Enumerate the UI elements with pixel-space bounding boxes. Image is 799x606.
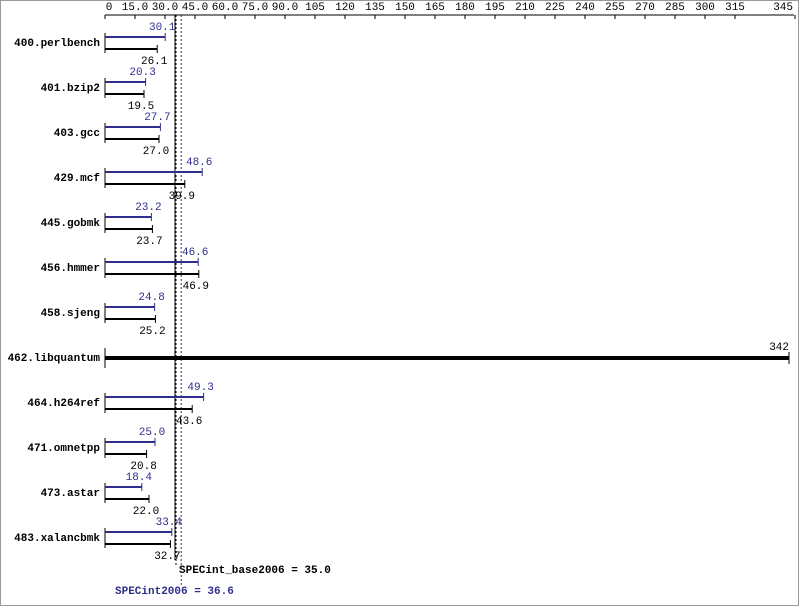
x-tick-label: 105 bbox=[305, 2, 325, 14]
x-tick-label: 30.0 bbox=[152, 2, 178, 14]
value-label: 27.0 bbox=[143, 146, 169, 158]
value-label: 22.0 bbox=[133, 506, 159, 518]
category-label: 403.gcc bbox=[54, 128, 100, 140]
x-tick-label: 150 bbox=[395, 2, 415, 14]
value-label: 25.2 bbox=[139, 326, 165, 338]
value-label: 46.6 bbox=[182, 247, 208, 259]
category-label: 483.xalancbmk bbox=[14, 533, 100, 545]
x-tick-label: 270 bbox=[635, 2, 655, 14]
value-label: 49.3 bbox=[187, 382, 213, 394]
value-label: 24.8 bbox=[138, 292, 164, 304]
value-label: 342 bbox=[769, 342, 789, 354]
value-label: 19.5 bbox=[128, 101, 154, 113]
x-tick-label: 285 bbox=[665, 2, 685, 14]
x-tick-label: 240 bbox=[575, 2, 595, 14]
category-label: 429.mcf bbox=[54, 173, 101, 185]
category-label: 401.bzip2 bbox=[41, 83, 100, 95]
x-tick-label: 120 bbox=[335, 2, 355, 14]
value-label: 27.7 bbox=[144, 112, 170, 124]
value-label: 33.4 bbox=[156, 517, 183, 529]
x-tick-label: 90.0 bbox=[272, 2, 298, 14]
value-label: 46.9 bbox=[183, 281, 209, 293]
x-tick-label: 195 bbox=[485, 2, 505, 14]
x-tick-label: 60.0 bbox=[212, 2, 238, 14]
category-label: 456.hmmer bbox=[41, 263, 100, 275]
x-tick-label: 255 bbox=[605, 2, 625, 14]
x-tick-label: 165 bbox=[425, 2, 445, 14]
value-label: 23.7 bbox=[136, 236, 162, 248]
reference-label: SPECint2006 = 36.6 bbox=[115, 586, 234, 598]
x-tick-label: 345 bbox=[773, 2, 793, 14]
value-label: 20.3 bbox=[129, 67, 155, 79]
reference-label: SPECint_base2006 = 35.0 bbox=[179, 565, 331, 577]
x-tick-label: 15.0 bbox=[122, 2, 148, 14]
x-tick-label: 315 bbox=[725, 2, 745, 14]
category-label: 471.omnetpp bbox=[27, 443, 100, 455]
value-label: 32.7 bbox=[154, 551, 180, 563]
value-label: 48.6 bbox=[186, 157, 212, 169]
x-tick-label: 75.0 bbox=[242, 2, 268, 14]
category-label: 445.gobmk bbox=[41, 218, 101, 230]
x-tick-label: 45.0 bbox=[182, 2, 208, 14]
category-label: 400.perlbench bbox=[14, 38, 100, 50]
category-label: 462.libquantum bbox=[8, 353, 101, 365]
x-tick-label: 135 bbox=[365, 2, 385, 14]
category-label: 464.h264ref bbox=[27, 398, 100, 410]
x-tick-label: 180 bbox=[455, 2, 475, 14]
value-label: 20.8 bbox=[130, 461, 156, 473]
value-label: 39.9 bbox=[169, 191, 195, 203]
x-tick-label: 210 bbox=[515, 2, 535, 14]
value-label: 30.1 bbox=[149, 22, 176, 34]
value-label: 25.0 bbox=[139, 427, 165, 439]
x-tick-label: 0 bbox=[106, 2, 113, 14]
x-tick-label: 225 bbox=[545, 2, 565, 14]
category-label: 473.astar bbox=[41, 488, 100, 500]
value-label: 23.2 bbox=[135, 202, 161, 214]
x-tick-label: 300 bbox=[695, 2, 715, 14]
value-label: 26.1 bbox=[141, 56, 168, 68]
value-label: 18.4 bbox=[126, 472, 153, 484]
value-label: 43.6 bbox=[176, 416, 202, 428]
category-label: 458.sjeng bbox=[41, 308, 100, 320]
